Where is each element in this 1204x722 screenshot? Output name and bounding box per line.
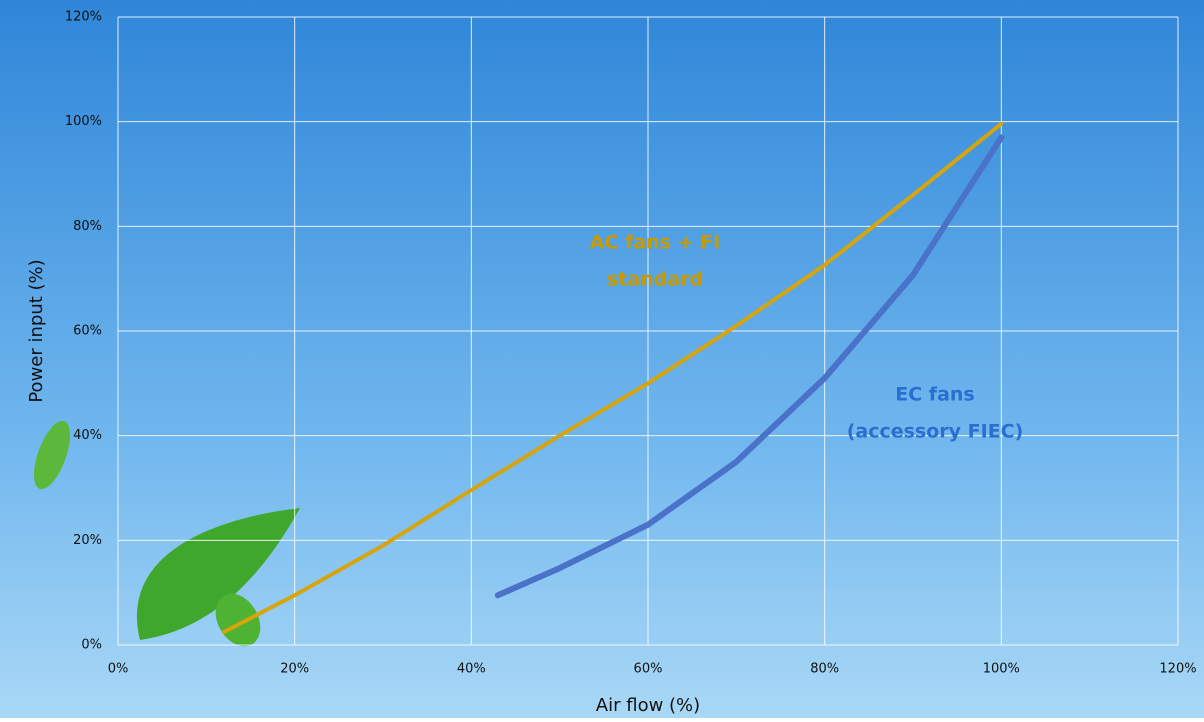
y-tick-label: 0% [81,638,102,653]
annotation: (accessory FIEC) [847,421,1024,443]
leaf [136,508,300,640]
x-tick-label: 40% [457,662,486,677]
series-line [494,134,1005,599]
x-tick-label: 80% [810,662,839,677]
x-tick-label: 20% [280,662,309,677]
x-tick-label: 60% [634,662,663,677]
annotation: EC fans [895,384,974,406]
leaves [33,420,300,647]
x-axis-title: Air flow (%) [596,695,700,716]
series-line [222,121,1004,634]
x-tick-label: 100% [983,662,1020,677]
y-tick-label: 80% [73,219,102,234]
x-tick-label: 120% [1159,662,1196,677]
x-tick-label: 0% [108,662,129,677]
leaf [215,593,261,647]
y-tick-label: 120% [65,10,102,25]
y-tick-label: 40% [73,428,102,443]
leaf [33,420,71,490]
y-axis-title: Power input (%) [26,259,47,402]
y-tick-label: 100% [65,114,102,129]
y-tick-label: 60% [73,324,102,339]
annotation: AC fans + FI [590,232,720,254]
annotation: standard [607,269,703,291]
y-tick-label: 20% [73,533,102,548]
